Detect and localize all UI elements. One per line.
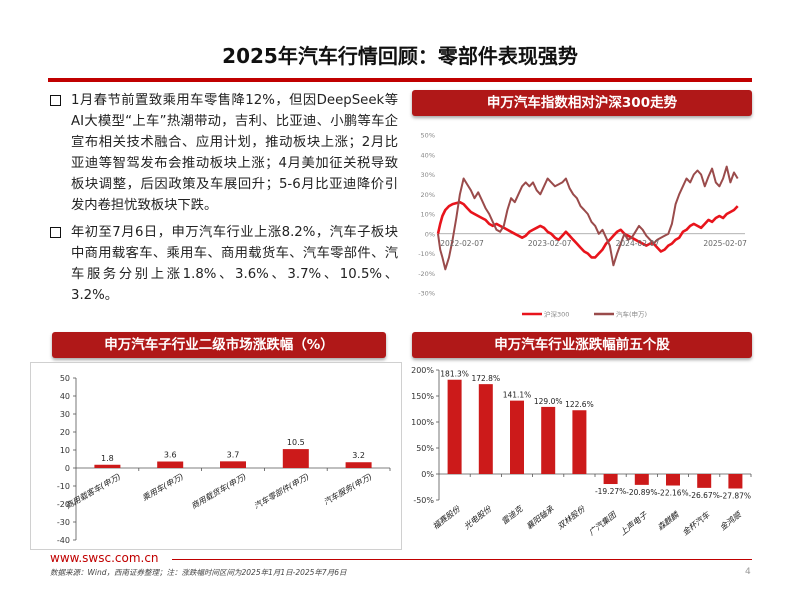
category-label: 商用载客车(申万)	[64, 472, 122, 511]
square-bullet-icon	[50, 95, 61, 106]
bar-value-label: 172.8%	[471, 374, 500, 383]
relative-performance-chart: -30% -20% -10% 0% 10% 20% 30% 40% 50% 2022-02-07 2…	[418, 132, 747, 319]
y-tick-label: 30%	[421, 171, 435, 179]
y-tick-label: 30	[60, 410, 70, 419]
bar-value-label: 122.6%	[565, 400, 594, 409]
series-line-hs300	[436, 200, 739, 259]
category-label: 乘用车(申万)	[141, 472, 186, 503]
category-label: 金杯汽车	[681, 510, 713, 537]
bar-value-label: 3.6	[164, 451, 177, 460]
y-tick-label: 50%	[421, 132, 435, 140]
subsector-chart-title: 申万汽车子行业二级市场涨跌幅（%）	[52, 332, 386, 358]
y-tick-label: 20	[60, 428, 70, 437]
y-tick-label: 10	[60, 446, 70, 455]
y-tick-label: -20%	[418, 270, 435, 278]
x-tick-label: 2023-02-07	[528, 239, 572, 248]
square-bullet-icon	[50, 227, 61, 238]
bullet-text: 年初至7月6日，申万汽车行业上涨8.2%，汽车子板块中商用载客车、乘用车、商用载…	[71, 225, 398, 303]
y-tick-label: -30%	[418, 290, 435, 298]
category-label: 福赛股份	[431, 504, 463, 531]
category-label: 森麒麟	[656, 509, 682, 532]
y-tick-label: -10%	[418, 250, 435, 258]
bar	[447, 379, 462, 474]
x-tick-label: 2022-02-07	[440, 239, 484, 248]
bar-value-label: 129.0%	[534, 397, 563, 406]
footer-url: www.swsc.com.cn	[50, 551, 159, 565]
bar-value-label: 3.2	[352, 451, 365, 460]
y-tick-label: 0	[65, 464, 70, 473]
category-label: 汽车零部件(申万)	[252, 472, 310, 511]
y-tick-label: -20	[57, 500, 70, 509]
bar	[282, 449, 309, 468]
y-tick-label: 100%	[411, 418, 434, 427]
category-label: 光电股份	[462, 504, 494, 531]
subsector-bar-chart: -40 -30 -20 -10 0 10 20 30 40 50 1.8 商用载客车(申万) 3.6 乘用…	[30, 362, 402, 550]
category-label: 上声电子	[618, 510, 650, 537]
bar	[94, 464, 121, 468]
footer-rule	[172, 559, 752, 560]
bar	[603, 474, 618, 485]
category-label: 金鸿顺	[718, 509, 744, 532]
top5-bar-chart: -50% 0% 50% 100% 150% 200% 181.3% 福赛股份 172.8% 光电股…	[411, 366, 752, 537]
line-chart-title: 申万汽车指数相对沪深300走势	[412, 90, 752, 116]
bar	[728, 474, 743, 489]
series-line-auto	[437, 165, 739, 271]
category-label: 汽车服务(申万)	[322, 472, 373, 507]
bar-value-label: 3.7	[227, 450, 240, 459]
bar	[510, 400, 524, 474]
y-tick-label: 40	[60, 392, 70, 401]
bar	[634, 474, 649, 485]
source-note: 数据来源：Wind，西南证券整理；注：涨跌幅时间区间为2025年1月1日-202…	[50, 568, 347, 577]
bullet-text: 1月春节前置致乘用车零售降12%，但因DeepSeek等AI大模型“上车”热潮带…	[71, 93, 398, 213]
y-tick-label: -40	[57, 536, 70, 545]
y-tick-label: 0%	[421, 470, 434, 479]
x-tick-label: 2024-02-07	[616, 239, 660, 248]
page-title: 2025年汽车行情回顾：零部件表现强势	[222, 44, 578, 68]
bar	[478, 384, 493, 474]
bullet-item: 年初至7月6日，申万汽车行业上涨8.2%，汽车子板块中商用载客车、乘用车、商用载…	[48, 222, 398, 306]
category-label: 商用载货车(申万)	[190, 472, 248, 511]
y-tick-label: 20%	[421, 191, 435, 199]
y-tick-label: 50%	[416, 444, 434, 453]
title-rule	[48, 78, 752, 82]
y-tick-label: 10%	[421, 211, 435, 219]
bar	[572, 410, 587, 474]
bar-value-label: -22.16%	[657, 489, 688, 498]
y-tick-label: 200%	[411, 366, 434, 375]
category-label: 双林股份	[556, 504, 588, 531]
category-label: 襄阳轴承	[525, 504, 557, 531]
bar	[697, 474, 712, 488]
bullet-list: 1月春节前置致乘用车零售降12%，但因DeepSeek等AI大模型“上车”热潮带…	[48, 90, 398, 312]
bar-value-label: 181.3%	[440, 370, 469, 379]
bar-value-label: -19.27%	[595, 487, 626, 496]
legend-label-auto: 汽车(申万)	[616, 310, 647, 319]
bar	[541, 406, 556, 474]
bar	[345, 462, 372, 468]
bar	[157, 461, 184, 468]
bar-value-label: -27.87%	[720, 491, 751, 500]
category-label: 雷迪克	[500, 504, 525, 526]
chart-frame	[30, 362, 402, 550]
y-tick-label: 150%	[411, 392, 434, 401]
bar-value-label: 1.8	[101, 454, 114, 463]
top5-chart-title: 申万汽车行业涨跌幅前五个股	[412, 332, 752, 358]
category-label: 广汽集团	[587, 510, 619, 537]
y-tick-label: -10	[57, 482, 70, 491]
bar-value-label: -20.89%	[626, 488, 657, 497]
bar-value-label: 10.5	[287, 438, 305, 447]
y-tick-label: 0%	[425, 230, 435, 238]
y-tick-label: 40%	[421, 151, 435, 159]
x-tick-label: 2025-02-07	[703, 239, 747, 248]
y-tick-label: -50%	[413, 496, 434, 505]
bar-value-label: -26.67%	[689, 491, 720, 500]
y-tick-label: 50	[60, 374, 70, 383]
y-tick-label: -30	[57, 518, 70, 527]
page-number: 4	[745, 567, 751, 577]
bullet-item: 1月春节前置致乘用车零售降12%，但因DeepSeek等AI大模型“上车”热潮带…	[48, 90, 398, 216]
bar-value-label: 141.1%	[503, 391, 532, 400]
bar	[666, 474, 680, 486]
bar	[220, 461, 246, 468]
legend-label-hs300: 沪深300	[544, 310, 569, 319]
